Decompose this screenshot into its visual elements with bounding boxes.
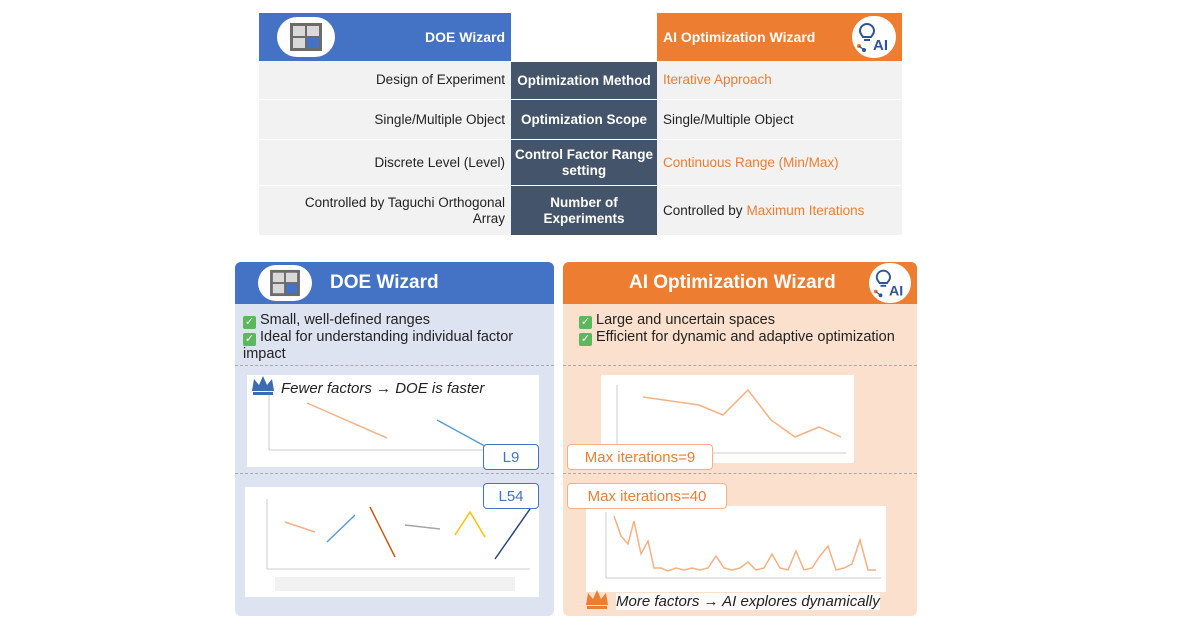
ai-bullets: ✓ Large and uncertain spaces ✓ Efficient f… [579,312,911,346]
divider [235,473,554,474]
ai-logo-text: AI [889,283,903,299]
ai-cell-text: Single/Multiple Object [663,111,794,127]
ai-cell-highlight: Maximum Iterations [746,202,865,218]
grid-window-icon [277,17,335,57]
bullet-text: Small, well-defined ranges [260,312,431,328]
ai-panel-title: AI Optimization Wizard [629,272,836,293]
table-row: Single/Multiple Object Optimization Scop… [259,99,902,139]
list-item: ✓ Ideal for understanding individual fact… [243,329,548,363]
ai-cell: Iterative Approach [657,61,902,99]
l9-tag: L9 [483,444,539,470]
max-iter-40-tag: Max iterations=40 [567,483,727,509]
check-icon: ✓ [579,333,592,346]
iter40-thumbnail-chart [586,506,886,592]
doe-cell: Discrete Level (Level) [259,139,511,185]
divider [563,365,917,366]
doe-cell: Design of Experiment [259,61,511,99]
ai-header-cell: AI Optimization Wizard AI [657,13,902,61]
lightbulb-ai-icon: AI [852,16,896,58]
check-icon: ✓ [243,316,256,329]
ai-logo-text: AI [873,37,888,54]
doe-header-cell: DOE Wizard [259,13,511,61]
crown-icon [250,373,276,402]
doe-panel-title: DOE Wizard [330,272,439,293]
ai-panel: AI Optimization Wizard AI ✓ Large and unc… [563,262,917,616]
list-item: ✓ Efficient for dynamic and adaptive opti… [579,329,911,346]
lightbulb-ai-icon: AI [869,263,911,303]
header-spacer [511,13,657,61]
table-row: Design of Experiment Optimization Method… [259,61,902,99]
comparison-table: DOE Wizard AI Optimization Wizard AI Des… [259,13,902,235]
ai-cell: Single/Multiple Object [657,99,902,139]
divider [235,365,554,366]
bullet-text: Ideal for understanding individual facto… [243,329,514,362]
check-icon: ✓ [579,316,592,329]
ai-cell-highlight: Continuous Range (Min/Max) [663,154,839,170]
table-row: Discrete Level (Level) Control Factor Ra… [259,139,902,185]
bullet-text: Efficient for dynamic and adaptive optim… [596,329,895,345]
criterion-cell: Optimization Scope [511,99,657,139]
list-item: ✓ Large and uncertain spaces [579,312,911,329]
check-icon: ✓ [243,333,256,346]
ai-cell: Continuous Range (Min/Max) [657,139,902,185]
doe-caption: Fewer factors → DOE is faster [281,380,485,397]
criterion-cell: Optimization Method [511,61,657,99]
max-iter-9-tag: Max iterations=9 [567,444,713,470]
list-item: ✓ Small, well-defined ranges [243,312,548,329]
grid-window-icon [258,265,312,301]
criterion-cell: Control Factor Range setting [511,139,657,185]
ai-cell: Controlled by Maximum Iterations [657,185,902,235]
doe-bullets: ✓ Small, well-defined ranges ✓ Ideal for u… [243,312,548,363]
divider [563,473,917,474]
doe-panel-header: DOE Wizard [235,262,554,304]
doe-cell: Controlled by Taguchi Orthogonal Array [259,185,511,235]
doe-cell: Single/Multiple Object [259,99,511,139]
l54-tag: L54 [483,483,539,509]
ai-header-title: AI Optimization Wizard [663,29,816,45]
ai-caption: More factors → AI explores dynamically [616,593,880,610]
ai-panel-header: AI Optimization Wizard AI [563,262,917,304]
bullet-text: Large and uncertain spaces [596,312,775,328]
comparison-header: DOE Wizard AI Optimization Wizard AI [259,13,902,61]
doe-header-title: DOE Wizard [425,29,505,45]
criterion-cell: Number of Experiments [511,185,657,235]
doe-panel: DOE Wizard ✓ Small, well-defined ranges ✓… [235,262,554,616]
ai-cell-text: Controlled by [663,202,743,218]
iter9-thumbnail-chart [601,375,854,463]
table-row: Controlled by Taguchi Orthogonal Array N… [259,185,902,235]
ai-cell-highlight: Iterative Approach [663,72,772,87]
crown-icon [583,587,611,616]
